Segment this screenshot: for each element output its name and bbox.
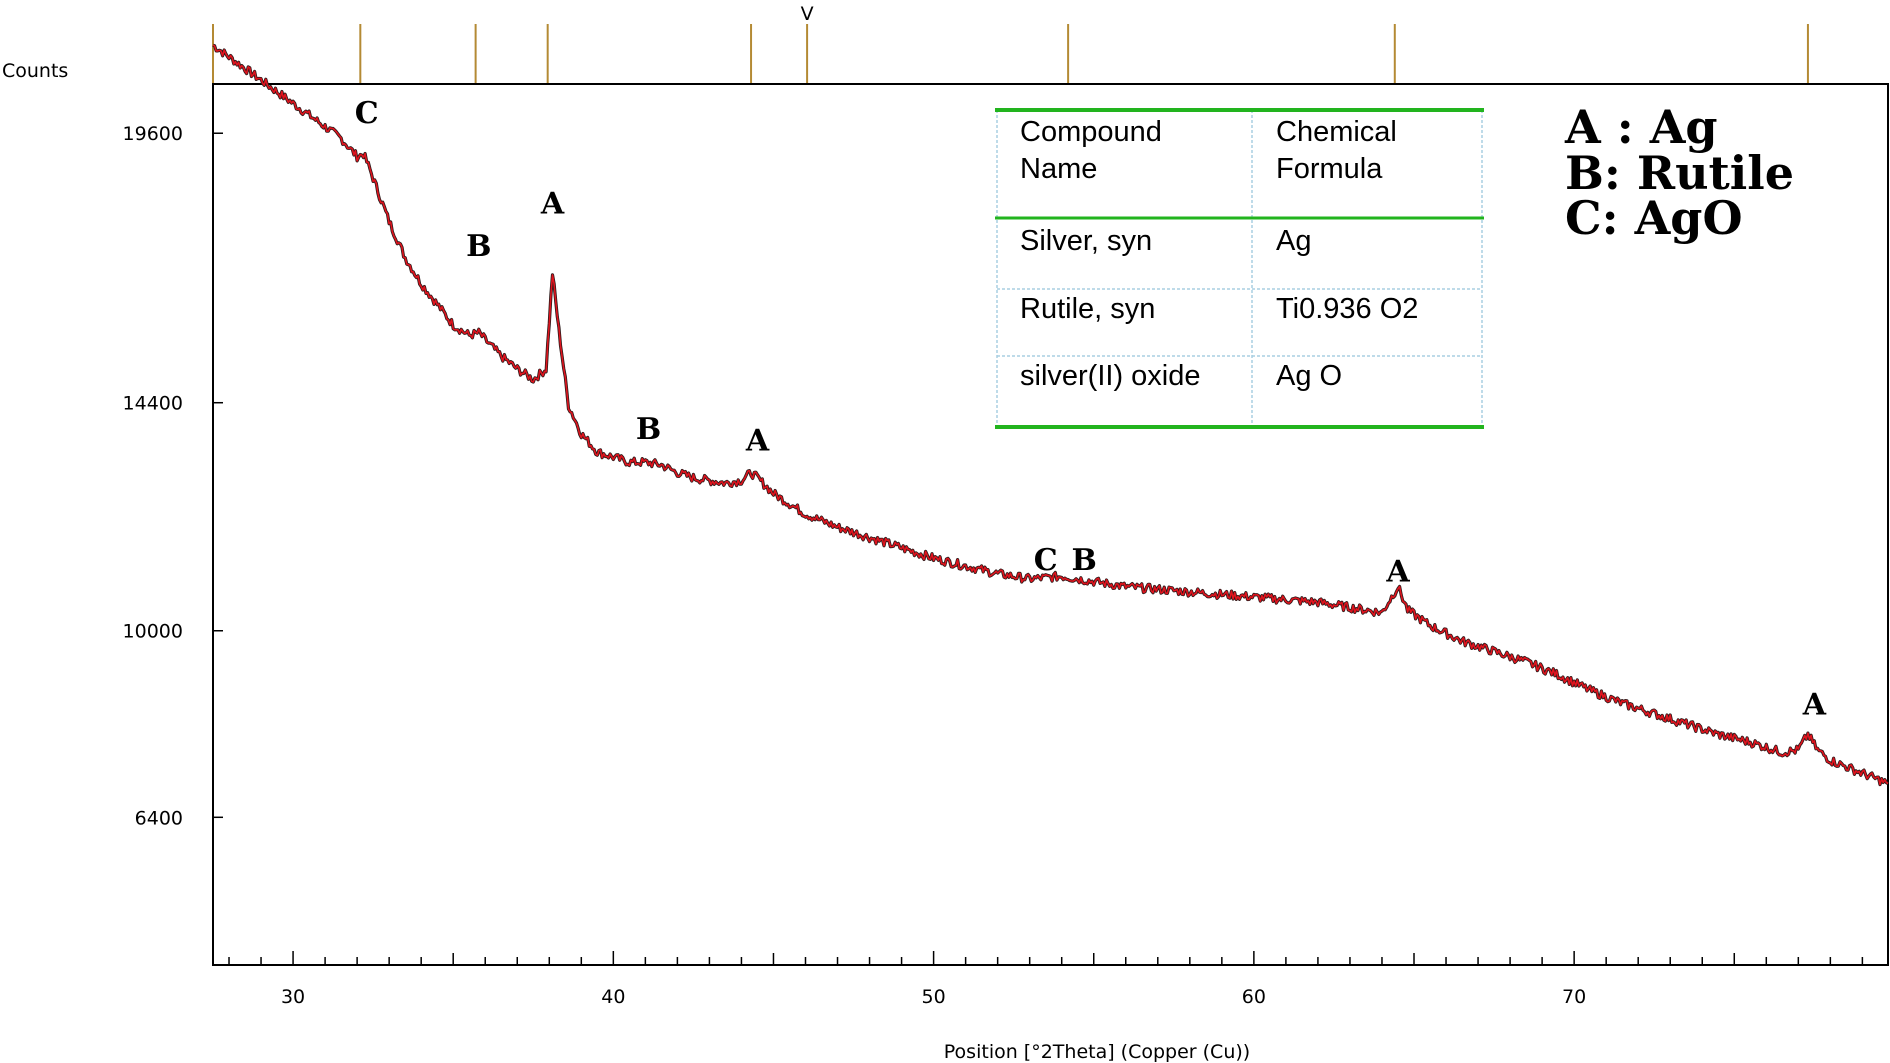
x-tick-label: 50 [922, 986, 946, 1008]
peak-label: C [355, 96, 379, 131]
trace-line [212, 44, 1889, 786]
x-tick-label: 30 [281, 986, 305, 1008]
peak-label: B [1071, 543, 1096, 578]
legend-entry-c: C: AgO [1565, 191, 1743, 245]
reference-marker-label: V [801, 3, 814, 25]
reference-table: Compound Name Chemical Formula Silver, s… [995, 108, 1484, 429]
peak-label: A [540, 187, 565, 222]
y-axis-ticks: 6400 10000 14400 19600 [123, 123, 223, 829]
peak-legend: A : Ag B: Rutile C: AgO [1564, 100, 1794, 245]
y-tick-label: 6400 [135, 807, 183, 829]
table-cell-formula: Ag [1276, 225, 1311, 257]
peak-label: C [1034, 543, 1058, 578]
peak-label: A [1802, 688, 1827, 723]
xrd-trace [212, 43, 1889, 787]
table-cell-formula: Ti0.936 O2 [1276, 293, 1418, 325]
x-tick-label: 70 [1562, 986, 1586, 1008]
reference-tick-marks [212, 24, 1809, 84]
table-cell-compound: Silver, syn [1020, 225, 1152, 257]
table-cell-formula: Ag O [1276, 360, 1342, 392]
table-cell-compound: Rutile, syn [1020, 293, 1155, 325]
x-tick-label: 40 [601, 986, 625, 1008]
y-tick-label: 10000 [123, 621, 183, 643]
x-axis-title: Position [°2Theta] (Copper (Cu)) [944, 1041, 1250, 1063]
peak-label: A [1385, 555, 1410, 590]
legend-entry-a: A : Ag [1564, 100, 1718, 154]
peak-label: B [466, 229, 491, 264]
x-tick-label: 60 [1242, 986, 1266, 1008]
y-tick-label: 14400 [123, 393, 183, 415]
peak-label: A [745, 423, 770, 458]
table-header-compound: Compound Name [1020, 116, 1170, 185]
legend-entry-b: B: Rutile [1565, 146, 1794, 200]
table-header-formula: Chemical Formula [1276, 116, 1405, 185]
y-axis-title: Counts [2, 60, 68, 82]
y-tick-label: 19600 [123, 123, 183, 145]
peak-label: B [636, 412, 661, 447]
x-axis-ticks: 30 40 50 60 70 [228, 951, 1864, 1008]
table-cell-compound: silver(II) oxide [1020, 360, 1201, 392]
plot-frame [212, 83, 1889, 966]
